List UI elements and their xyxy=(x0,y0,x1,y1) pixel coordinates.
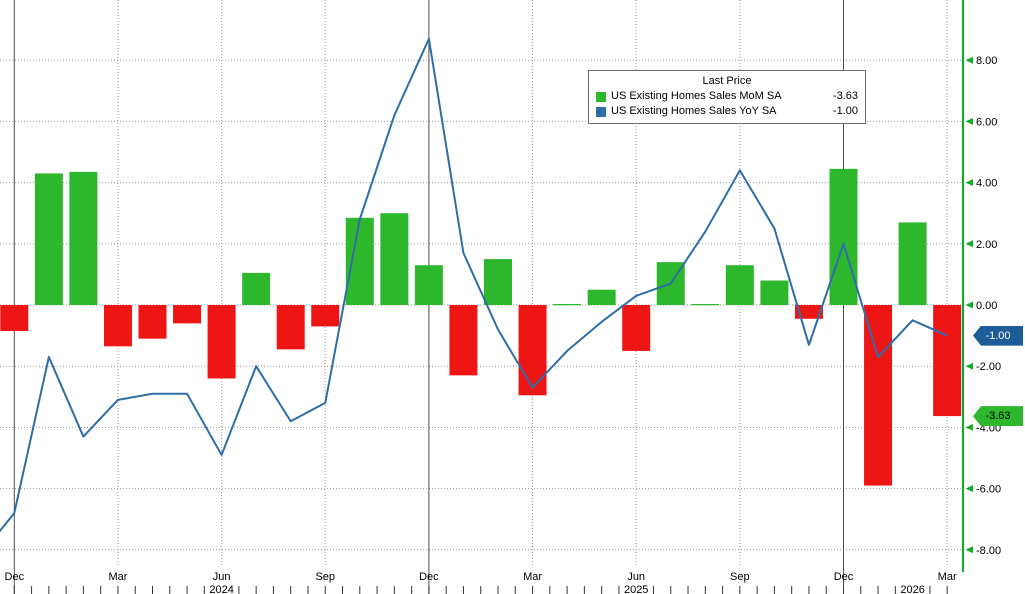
bar xyxy=(242,272,271,305)
x-tick-label: Dec xyxy=(5,571,25,583)
x-tick-label: Dec xyxy=(419,571,439,583)
mom-series-swatch xyxy=(596,91,606,102)
year-label: 2025 xyxy=(624,584,648,594)
bar xyxy=(345,217,374,305)
y-tick-arrow-icon xyxy=(965,240,973,248)
legend-title: Last Price xyxy=(702,75,752,87)
y-tick-arrow-icon xyxy=(965,301,973,309)
x-tick-label: Mar xyxy=(938,571,957,583)
y-tick-label: -2.00 xyxy=(976,361,1001,373)
bar xyxy=(484,259,512,305)
y-tick-label: -6.00 xyxy=(976,484,1001,496)
legend-row-mom: US Existing Homes Sales MoM SA -3.63 xyxy=(596,89,858,104)
x-tick-label: Mar xyxy=(523,571,542,583)
x-tick-label: Sep xyxy=(315,571,335,583)
mom-last-price-badge: -3.63 xyxy=(973,406,1023,427)
y-tick-arrow-icon xyxy=(965,117,973,125)
bar xyxy=(0,305,29,332)
bar xyxy=(794,305,823,319)
bar xyxy=(138,305,167,339)
bar xyxy=(933,305,962,417)
bar xyxy=(207,305,236,379)
y-tick-label: 2.00 xyxy=(976,239,997,251)
x-tick-label: Mar xyxy=(108,571,127,583)
year-label: 2024 xyxy=(209,584,233,594)
axes: 8.006.004.002.000.00-2.00-4.00-6.00-8.00… xyxy=(5,0,1001,594)
bar xyxy=(380,213,409,305)
y-tick-arrow-icon xyxy=(965,485,973,493)
y-tick-arrow-icon xyxy=(965,546,973,554)
bar xyxy=(103,305,132,347)
bar xyxy=(898,222,927,305)
bar xyxy=(725,265,754,305)
y-tick-label: 8.00 xyxy=(976,55,997,67)
bar xyxy=(276,305,305,350)
yoy-line-group xyxy=(0,37,948,533)
x-tick-label: Sep xyxy=(730,571,750,583)
bar xyxy=(587,289,616,305)
yoy-line xyxy=(0,37,948,533)
bar xyxy=(622,305,651,351)
x-tick-label: Dec xyxy=(834,571,854,583)
mom-series-label: US Existing Homes Sales MoM SA xyxy=(611,90,782,102)
legend-box: Last Price US Existing Homes Sales MoM S… xyxy=(588,70,866,124)
bar xyxy=(864,305,893,486)
x-tick-label: Jun xyxy=(213,571,231,583)
bar xyxy=(829,168,858,305)
y-tick-arrow-icon xyxy=(965,362,973,370)
mom-series-value: -3.63 xyxy=(832,90,858,102)
y-tick-arrow-icon xyxy=(965,423,973,431)
yoy-last-price-badge: -1.00 xyxy=(973,325,1023,346)
mom-bars xyxy=(0,168,962,486)
y-tick-arrow-icon xyxy=(965,179,973,187)
yoy-series-swatch xyxy=(596,106,606,117)
bar xyxy=(414,265,443,305)
y-tick-label: 0.00 xyxy=(976,300,997,312)
bar xyxy=(691,304,720,306)
y-tick-label: 6.00 xyxy=(976,116,997,128)
y-tick-label: 4.00 xyxy=(976,178,997,190)
bar xyxy=(69,171,98,305)
bar xyxy=(311,305,340,327)
bar xyxy=(173,305,202,324)
x-tick-label: Jun xyxy=(627,571,645,583)
bar xyxy=(553,304,582,306)
legend-row-yoy: US Existing Homes Sales YoY SA -1.00 xyxy=(596,104,858,119)
y-tick-arrow-icon xyxy=(965,56,973,64)
bar xyxy=(449,305,478,376)
year-label: 2026 xyxy=(900,584,924,594)
bar xyxy=(34,173,63,305)
yoy-series-label: US Existing Homes Sales YoY SA xyxy=(611,105,777,117)
bar xyxy=(518,305,547,396)
yoy-series-value: -1.00 xyxy=(832,105,858,117)
bar xyxy=(760,280,789,305)
y-tick-label: -8.00 xyxy=(976,545,1001,557)
